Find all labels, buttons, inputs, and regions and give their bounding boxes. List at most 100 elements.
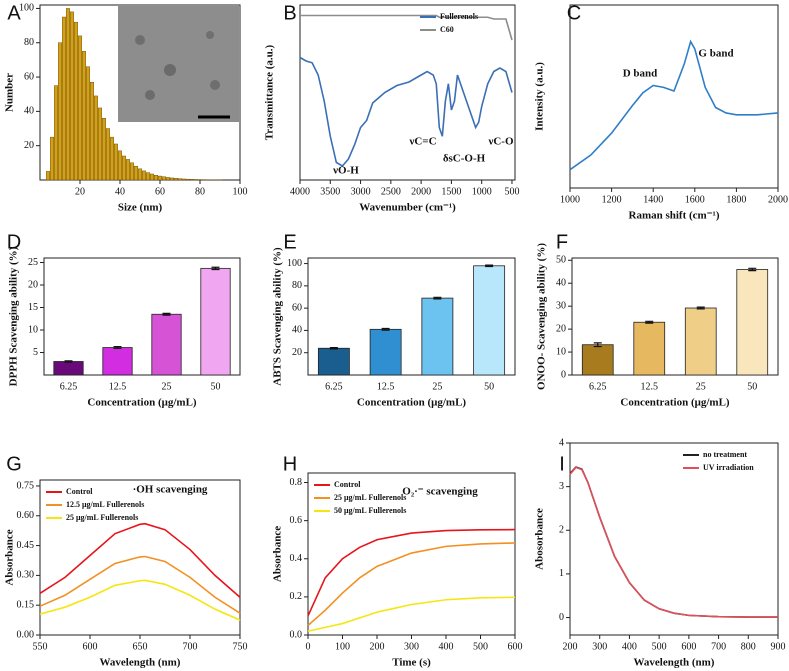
error-bar [211, 266, 220, 271]
panel-label: H [283, 453, 297, 475]
bar [50, 136, 55, 181]
error-bar [162, 312, 171, 316]
y-tick-label: 20 [292, 347, 302, 358]
x-tick-label: 750 [233, 641, 248, 652]
legend-label: 50 μg/mL Fullerenols [334, 506, 406, 515]
y-tick-label: 20 [556, 323, 566, 334]
y-tick-label: 5 [33, 347, 38, 358]
y-tick-label: 0.45 [17, 540, 35, 551]
plot-frame [307, 257, 516, 376]
annotation: νC=C [408, 136, 436, 148]
bar [141, 170, 146, 181]
y-tick-label: 80 [292, 280, 302, 291]
x-axis-label: Concentration (μg/mL) [357, 397, 467, 409]
y-tick-label: 25 [28, 257, 38, 268]
y-tick-label: 100 [19, 3, 34, 14]
y-tick-label: 50 [556, 255, 566, 266]
bar [113, 143, 118, 181]
y-tick-label: 0.2 [290, 591, 303, 602]
panel-label: G [6, 453, 22, 475]
legend-label: no treatment [703, 450, 747, 459]
x-tick-label: 600 [508, 641, 523, 652]
error-bar [696, 306, 705, 310]
y-tick-label: 3 [559, 481, 564, 492]
bar [189, 179, 194, 181]
x-tick-label: 60 [155, 186, 165, 197]
bar [81, 51, 86, 181]
x-tick-label: 12.5 [641, 381, 659, 392]
x-tick-label: 50 [747, 381, 757, 392]
bar [129, 162, 134, 181]
x-axis-label: Raman shift (cm⁻¹) [629, 210, 720, 222]
legend-label: Control [66, 487, 93, 496]
x-tick-label: 6.25 [589, 381, 607, 392]
particle [210, 80, 220, 90]
legend-label: 25 μg/mL Fullerenols [334, 493, 406, 502]
y-tick-label: 0.15 [17, 599, 35, 610]
x-tick-label: 1200 [602, 194, 622, 205]
y-tick-label: 2 [559, 525, 564, 536]
y-axis-label: Absorbance [272, 526, 284, 582]
panel-label: A [7, 2, 21, 24]
bar [89, 82, 94, 181]
bar [317, 347, 350, 376]
annotation: νC-O [487, 136, 514, 148]
y-tick-label: 0 [561, 369, 566, 380]
y-tick-label: 15 [28, 302, 38, 313]
y-tick-label: 60 [24, 71, 34, 82]
bar [105, 128, 110, 181]
bar [46, 171, 51, 181]
x-tick-label: 3000 [351, 186, 371, 197]
y-tick-label: 0.30 [17, 570, 35, 581]
y-axis-label: DPPH Scavenging ability (%) [8, 246, 20, 386]
legend-label: 12.5 μg/mL Fullerenols [66, 500, 144, 509]
error-bar [485, 264, 494, 268]
bar [200, 267, 231, 376]
annotation: G band [698, 48, 733, 60]
x-tick-label: 6.25 [60, 381, 78, 392]
y-axis-label: Intensity (a.u.) [534, 62, 546, 131]
bar [65, 8, 70, 181]
bar [157, 175, 162, 181]
y-tick-label: 0.8 [290, 477, 303, 488]
particle [164, 64, 176, 76]
error-bar [329, 346, 338, 350]
panel-label: I [559, 453, 565, 475]
particle [135, 35, 145, 45]
error-bar [113, 346, 122, 350]
x-tick-label: 0 [306, 641, 311, 652]
x-tick-label: 12.5 [109, 381, 127, 392]
error-bar [748, 267, 757, 272]
y-tick-label: 20 [28, 279, 38, 290]
bar [58, 42, 63, 181]
y-axis-label: Number [4, 73, 16, 112]
plot-frame [43, 257, 241, 376]
plot-frame [571, 257, 779, 376]
x-tick-label: 2000 [768, 194, 788, 205]
x-tick-label: 1600 [685, 194, 705, 205]
bar [93, 95, 98, 181]
y-tick-label: 4 [559, 437, 564, 448]
x-axis-label: Time (s) [392, 657, 431, 669]
panel-label: C [567, 2, 581, 24]
x-tick-label: 600 [83, 641, 98, 652]
y-tick-label: 60 [292, 302, 302, 313]
series-line [39, 579, 241, 621]
y-tick-label: 0.75 [17, 480, 35, 491]
x-tick-label: 900 [771, 641, 786, 652]
x-tick-label: 700 [711, 641, 726, 652]
bar [53, 361, 84, 376]
x-tick-label: 400 [622, 641, 637, 652]
panel-label: D [7, 231, 21, 253]
bar [369, 328, 402, 376]
y-tick-label: 0.4 [290, 553, 303, 564]
y-tick-label: 40 [24, 106, 34, 117]
y-tick-label: 80 [24, 37, 34, 48]
bar [109, 136, 114, 181]
series-line [569, 466, 778, 618]
tem-inset [118, 6, 239, 122]
bar [137, 168, 142, 181]
series-line [307, 542, 516, 627]
legend-label: Fullerenols [440, 12, 478, 21]
x-axis-label: Wavenumber (cm⁻¹) [359, 202, 456, 214]
